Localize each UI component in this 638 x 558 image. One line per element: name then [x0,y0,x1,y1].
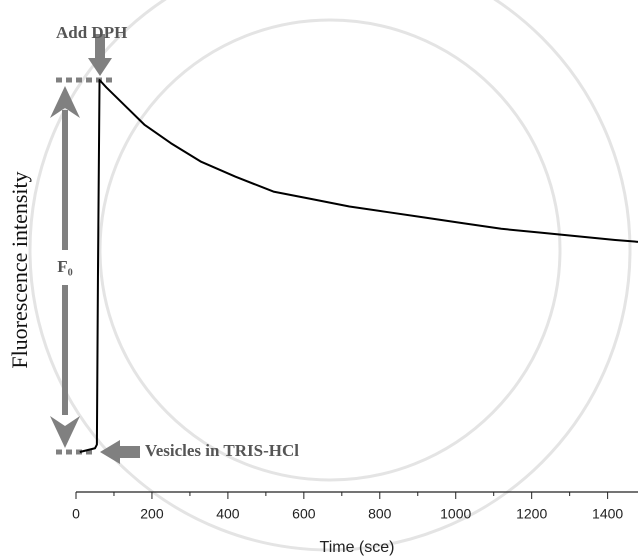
x-tick-label: 200 [140,506,164,522]
annotation-arrows [50,34,140,464]
x-tick-label: 600 [292,506,316,522]
annotation: F₀ [57,257,72,276]
x-tick-label: 0 [72,506,80,522]
x-tick-label: 800 [368,506,392,522]
x-tick-label: 1400 [592,506,623,522]
annotation: Vesicles in TRIS-HCl [145,441,299,460]
x-tick-label: 1200 [516,506,547,522]
watermark [28,0,632,552]
x-axis-label: Time (sce) [320,539,395,556]
x-tick-label: 400 [216,506,240,522]
x-tick-label: 1000 [440,506,471,522]
y-axis-label: Fluorescence intensity [7,171,32,368]
data-line [79,79,638,453]
annotation: Add DPH [56,23,127,42]
